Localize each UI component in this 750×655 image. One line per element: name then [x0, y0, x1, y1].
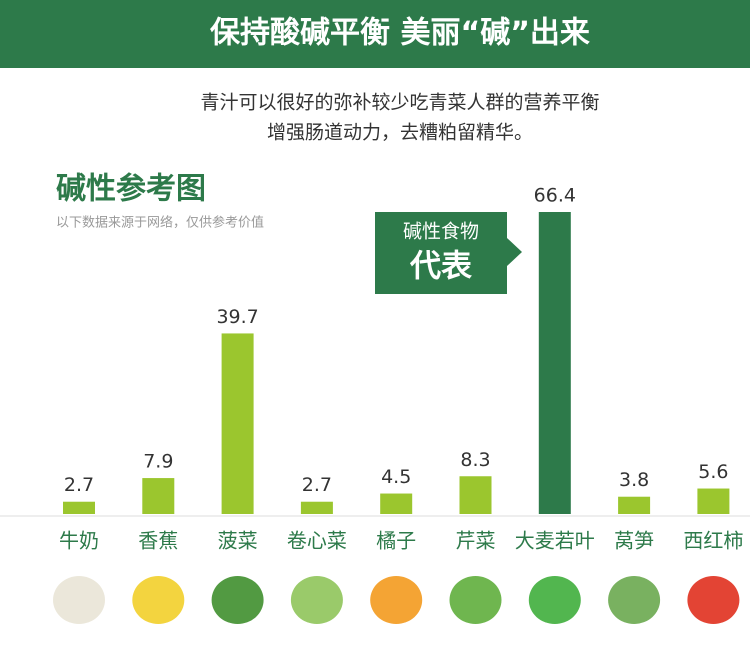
value-label: 2.7 — [302, 474, 332, 496]
value-label: 8.3 — [460, 449, 490, 471]
category-label: 牛奶 — [59, 529, 99, 553]
category-label: 香蕉 — [138, 529, 178, 553]
food-icon — [290, 576, 343, 624]
callout-arrow — [507, 238, 522, 266]
food-icon — [449, 576, 502, 624]
value-label: 5.6 — [698, 461, 728, 483]
category-label: 西红柿 — [683, 529, 743, 553]
header-band — [0, 0, 750, 68]
bar — [697, 488, 730, 514]
food-icon — [608, 576, 661, 624]
food-icon — [370, 576, 423, 624]
food-icon — [687, 576, 740, 624]
intro-line: 增强肠道动力，去糟粕留精华。 — [267, 122, 533, 144]
chart-subtitle: 以下数据来源于网络，仅供参考价值 — [56, 215, 264, 231]
value-label: 66.4 — [534, 185, 576, 207]
header-title: 保持酸碱平衡 美丽“碱”出来 — [210, 16, 590, 51]
bar — [380, 493, 413, 514]
bar — [538, 212, 571, 514]
food-icon — [211, 576, 264, 624]
callout-line: 碱性食物 — [403, 221, 479, 243]
chart-title: 碱性参考图 — [56, 172, 206, 207]
bar — [221, 333, 254, 514]
bar — [459, 476, 492, 514]
intro-line: 青汁可以很好的弥补较少吃青菜人群的营养平衡 — [200, 92, 599, 114]
category-label: 莴笋 — [614, 529, 654, 553]
category-label: 芹菜 — [456, 529, 496, 553]
category-label: 大麦若叶 — [515, 529, 595, 553]
value-label: 7.9 — [143, 451, 173, 473]
category-label: 菠菜 — [218, 529, 258, 553]
food-icon — [53, 576, 105, 624]
callout-box — [375, 212, 507, 294]
callout: 碱性食物 代表 — [375, 212, 522, 294]
bar — [300, 501, 333, 514]
bar — [142, 478, 175, 514]
category-label: 橘子 — [376, 529, 416, 553]
value-label: 2.7 — [64, 474, 94, 496]
food-icon — [132, 576, 185, 624]
bar — [618, 496, 651, 514]
callout-line: 代表 — [409, 249, 472, 285]
category-label: 卷心菜 — [287, 529, 347, 553]
value-label: 4.5 — [381, 466, 411, 488]
value-label: 39.7 — [216, 306, 258, 328]
food-icon — [528, 576, 581, 624]
bar — [63, 501, 95, 514]
value-label: 3.8 — [619, 469, 649, 491]
